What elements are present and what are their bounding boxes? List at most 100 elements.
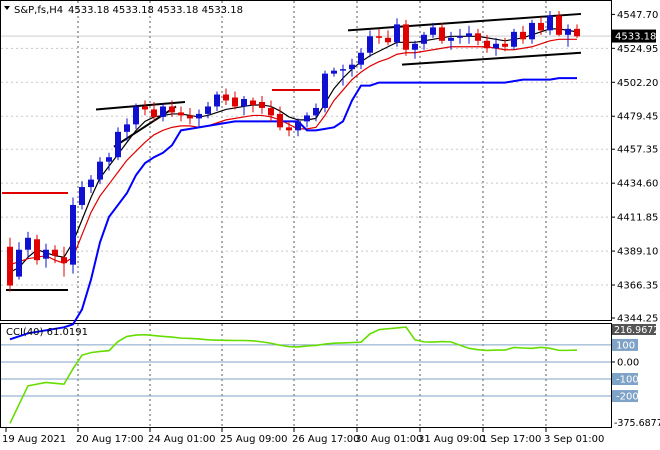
cci-axis: 100 0.00 -100 -200 — [611, 338, 639, 403]
dropdown-triangle-icon[interactable] — [4, 6, 10, 10]
cci-level-lines — [1, 344, 611, 397]
candle-body — [106, 157, 112, 162]
candle-body — [142, 106, 148, 110]
candle-body — [556, 15, 562, 35]
candle-body — [286, 127, 292, 131]
trendline — [95, 100, 186, 111]
cci-series-line — [9, 326, 578, 424]
candle-body — [277, 113, 283, 128]
candle-body — [430, 27, 436, 35]
time-tick-label: 25 Aug 09:00 — [220, 434, 287, 445]
time-tick-label: 30 Aug 01:00 — [355, 434, 422, 445]
candle-body — [79, 187, 85, 205]
candle-body — [475, 33, 481, 41]
candle-body — [97, 161, 103, 180]
time-tick-label: 31 Aug 09:00 — [418, 434, 485, 445]
trend-lines — [2, 12, 582, 292]
candle-body — [547, 15, 553, 31]
candle-body — [466, 33, 472, 37]
price-tick-label: 4547.70 — [617, 10, 658, 21]
candle-body — [403, 24, 409, 50]
candle-body — [61, 257, 67, 264]
envelope-bands — [9, 28, 578, 341]
cci-line — [9, 326, 578, 424]
candle-body — [187, 115, 193, 119]
candle-body — [529, 22, 535, 40]
candle-body — [115, 131, 121, 158]
candle-body — [160, 106, 166, 117]
price-tag: 4533.18 — [615, 32, 656, 43]
price-tick-label: 4434.60 — [617, 179, 658, 190]
candle-body — [394, 24, 400, 43]
candle-body — [25, 237, 31, 250]
candle-body — [349, 64, 355, 70]
time-tick-label: 26 Aug 17:00 — [292, 434, 359, 445]
candle-body — [520, 31, 526, 40]
trendline — [401, 51, 582, 66]
candle-body — [250, 100, 256, 105]
candle-body — [52, 249, 58, 256]
candle-body — [511, 31, 517, 47]
candle-body — [412, 43, 418, 50]
trendline — [347, 12, 582, 32]
candle-body — [421, 34, 427, 44]
candle-body — [259, 101, 265, 108]
candle-body — [565, 28, 571, 35]
candle-body — [223, 94, 229, 101]
candle-body — [448, 37, 454, 41]
candle-body — [331, 70, 337, 74]
vertical-grid — [77, 1, 547, 427]
candle-body — [574, 28, 580, 37]
cci-tick-label: 0.00 — [617, 357, 639, 368]
cci-level-tag-bg — [612, 373, 638, 386]
candle-body — [88, 179, 94, 188]
candle-body — [205, 106, 211, 114]
candle-body — [358, 52, 364, 65]
cci-bottom-label: -375.6877 — [614, 418, 660, 429]
candlesticks — [7, 10, 580, 292]
candle-body — [385, 37, 391, 43]
candle-body — [7, 246, 13, 286]
cci-top-label: 216.9672 — [614, 325, 659, 336]
candle-body — [268, 107, 274, 116]
price-tick-label: 4344.25 — [617, 314, 658, 325]
price-tag-bg — [612, 29, 656, 43]
candle-body — [439, 27, 445, 41]
price-tick-label: 4479.45 — [617, 112, 658, 123]
candle-body — [232, 97, 238, 107]
horizontal-grid — [1, 35, 611, 286]
time-tick-label: 3 Sep 01:00 — [544, 434, 604, 445]
candle-body — [214, 94, 220, 107]
chart-symbol: S&P,fs,H4 — [14, 5, 63, 16]
cci-label: CCI(40) 61.0191 — [6, 327, 88, 338]
candle-body — [133, 106, 139, 125]
blue-envelope-line — [9, 77, 577, 341]
candle-body — [502, 43, 508, 47]
candle-body — [538, 22, 544, 31]
candle-body — [196, 113, 202, 119]
price-tick-label: 4366.35 — [617, 281, 658, 292]
candle-body — [457, 36, 463, 38]
price-tick-label: 4524.95 — [617, 44, 658, 55]
chart-ohlc: 4533.18 4533.18 4533.18 4533.18 — [68, 5, 243, 16]
candle-body — [484, 40, 490, 49]
price-tick-label: 4411.85 — [617, 213, 658, 224]
price-tick-label: 4502.20 — [617, 78, 658, 89]
candle-body — [493, 43, 499, 49]
candle-body — [151, 109, 157, 117]
candle-body — [295, 121, 301, 131]
candle-body — [16, 249, 22, 277]
red-envelope-line — [9, 38, 577, 266]
cci-level-tag-bg — [612, 390, 638, 403]
main-panel-frame — [0, 0, 612, 321]
time-tick-label: 20 Aug 17:00 — [76, 434, 143, 445]
cci-tick-label: -100 — [616, 375, 639, 386]
time-tick-label: 24 Aug 01:00 — [148, 434, 215, 445]
time-tick-label: 1 Sep 17:00 — [481, 434, 541, 445]
cci-level-tag-bg — [612, 338, 638, 351]
candle-body — [304, 115, 310, 122]
candle-body — [376, 36, 382, 38]
candle-body — [43, 249, 49, 259]
candle-body — [34, 239, 40, 261]
